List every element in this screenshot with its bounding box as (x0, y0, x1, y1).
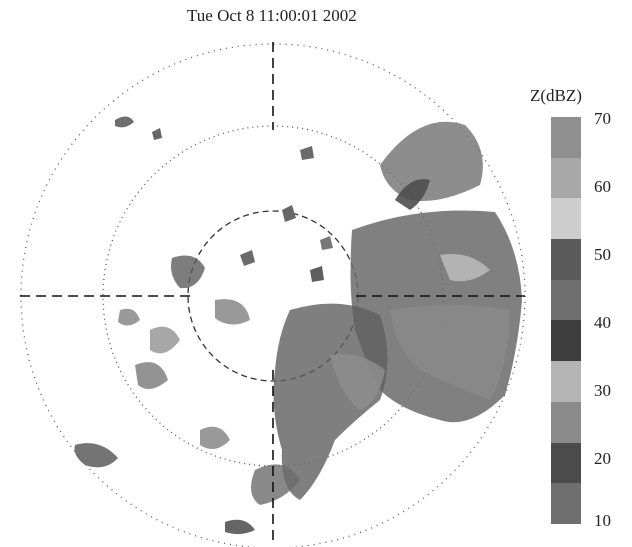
colorbar-segment (551, 279, 581, 321)
echo-field (74, 116, 522, 535)
crosshair (20, 42, 525, 540)
colorbar (551, 117, 581, 524)
colorbar-title: Z(dBZ) (530, 86, 582, 105)
colorbar-segment (551, 320, 581, 362)
colorbar-tick: 60 (594, 177, 611, 196)
colorbar-segment (551, 117, 581, 158)
colorbar-tick: 30 (594, 381, 611, 400)
colorbar-segment (551, 361, 581, 402)
colorbar-segment (551, 157, 581, 199)
colorbar-segment (551, 198, 581, 240)
colorbar-segment (551, 401, 581, 443)
colorbar-segment (551, 483, 581, 524)
colorbar-tick: 10 (594, 511, 611, 530)
title: Tue Oct 8 11:00:01 2002 (187, 6, 357, 25)
colorbar-tick: 70 (594, 109, 611, 128)
colorbar-segment (551, 239, 581, 280)
colorbar-segment (551, 442, 581, 484)
colorbar-tick: 50 (594, 245, 611, 264)
colorbar-tick: 20 (594, 449, 611, 468)
colorbar-tick: 40 (594, 313, 611, 332)
